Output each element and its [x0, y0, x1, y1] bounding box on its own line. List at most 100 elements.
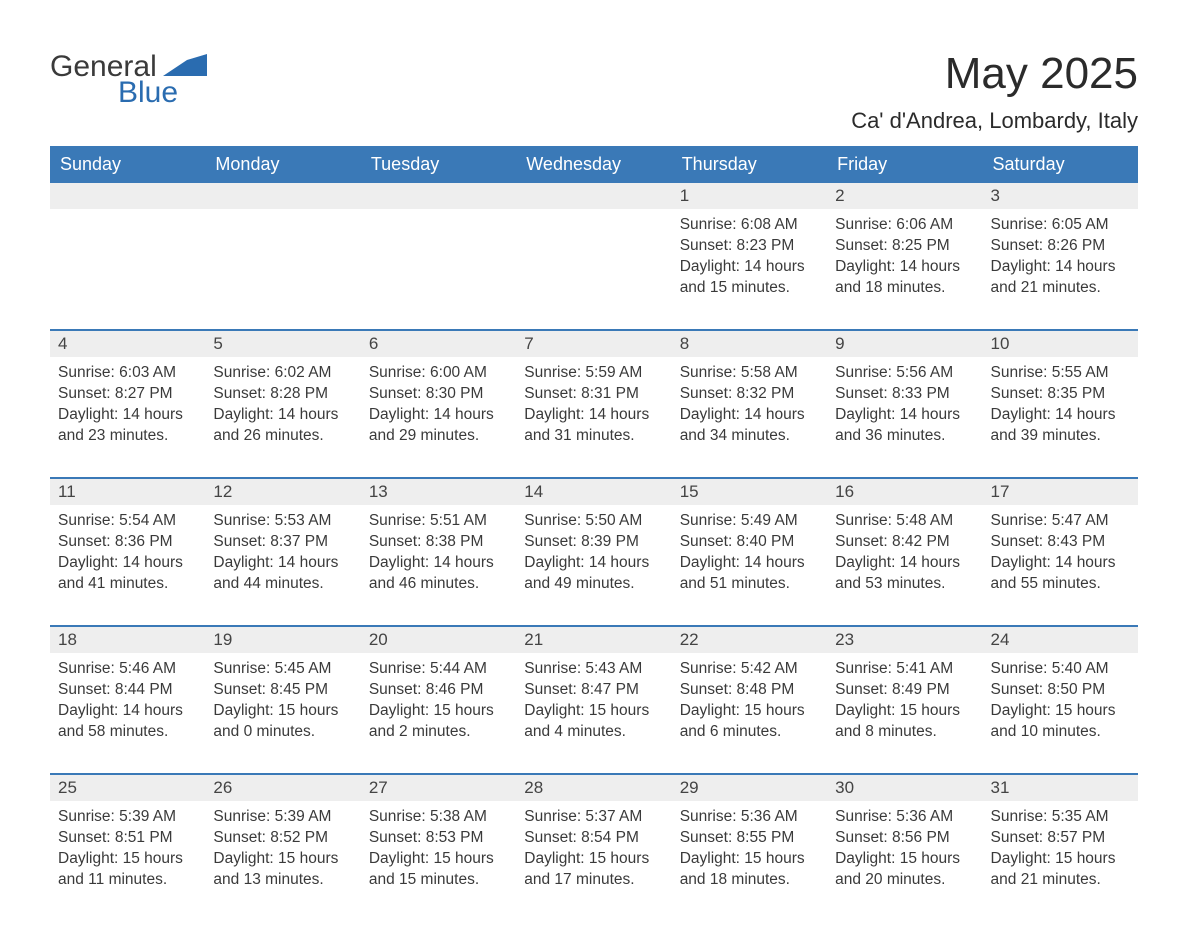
day-number-bar-empty [361, 183, 516, 209]
sunset-text: Sunset: 8:33 PM [835, 384, 974, 405]
day-content: Sunrise: 5:36 AMSunset: 8:56 PMDaylight:… [827, 801, 982, 895]
day-number: 17 [983, 479, 1138, 505]
day-cell: 31Sunrise: 5:35 AMSunset: 8:57 PMDayligh… [983, 774, 1138, 895]
daylight-text: Daylight: 15 hours and 18 minutes. [680, 849, 819, 891]
day-cell: 13Sunrise: 5:51 AMSunset: 8:38 PMDayligh… [361, 478, 516, 626]
daylight-text: Daylight: 14 hours and 18 minutes. [835, 257, 974, 299]
day-header: Sunday [50, 146, 205, 183]
day-number: 14 [516, 479, 671, 505]
calendar-page: General Blue May 2025 Ca' d'Andrea, Lomb… [0, 0, 1188, 925]
day-content: Sunrise: 5:36 AMSunset: 8:55 PMDaylight:… [672, 801, 827, 895]
sunset-text: Sunset: 8:31 PM [524, 384, 663, 405]
day-cell: 30Sunrise: 5:36 AMSunset: 8:56 PMDayligh… [827, 774, 982, 895]
day-header: Friday [827, 146, 982, 183]
sunrise-text: Sunrise: 5:40 AM [991, 659, 1130, 680]
day-number: 5 [205, 331, 360, 357]
daylight-text: Daylight: 15 hours and 13 minutes. [213, 849, 352, 891]
daylight-text: Daylight: 14 hours and 44 minutes. [213, 553, 352, 595]
title-block: May 2025 Ca' d'Andrea, Lombardy, Italy [851, 50, 1138, 134]
sunrise-text: Sunrise: 5:37 AM [524, 807, 663, 828]
day-number: 11 [50, 479, 205, 505]
day-number: 10 [983, 331, 1138, 357]
day-cell: 1Sunrise: 6:08 AMSunset: 8:23 PMDaylight… [672, 183, 827, 330]
daylight-text: Daylight: 15 hours and 6 minutes. [680, 701, 819, 743]
day-number: 16 [827, 479, 982, 505]
sunrise-text: Sunrise: 6:08 AM [680, 215, 819, 236]
daylight-text: Daylight: 15 hours and 15 minutes. [369, 849, 508, 891]
day-content: Sunrise: 5:42 AMSunset: 8:48 PMDaylight:… [672, 653, 827, 747]
day-content: Sunrise: 5:53 AMSunset: 8:37 PMDaylight:… [205, 505, 360, 599]
daylight-text: Daylight: 15 hours and 10 minutes. [991, 701, 1130, 743]
day-number: 22 [672, 627, 827, 653]
day-number: 12 [205, 479, 360, 505]
week-row: 18Sunrise: 5:46 AMSunset: 8:44 PMDayligh… [50, 626, 1138, 774]
day-number: 6 [361, 331, 516, 357]
day-content: Sunrise: 5:44 AMSunset: 8:46 PMDaylight:… [361, 653, 516, 747]
daylight-text: Daylight: 15 hours and 20 minutes. [835, 849, 974, 891]
sunset-text: Sunset: 8:35 PM [991, 384, 1130, 405]
sunset-text: Sunset: 8:45 PM [213, 680, 352, 701]
day-number: 13 [361, 479, 516, 505]
day-content: Sunrise: 5:37 AMSunset: 8:54 PMDaylight:… [516, 801, 671, 895]
day-number: 8 [672, 331, 827, 357]
day-cell: 14Sunrise: 5:50 AMSunset: 8:39 PMDayligh… [516, 478, 671, 626]
sunrise-text: Sunrise: 5:39 AM [58, 807, 197, 828]
day-number: 23 [827, 627, 982, 653]
sunrise-text: Sunrise: 5:41 AM [835, 659, 974, 680]
sunset-text: Sunset: 8:25 PM [835, 236, 974, 257]
day-cell [516, 183, 671, 330]
sunrise-text: Sunrise: 6:02 AM [213, 363, 352, 384]
sunrise-text: Sunrise: 5:36 AM [680, 807, 819, 828]
sunset-text: Sunset: 8:27 PM [58, 384, 197, 405]
day-content: Sunrise: 5:51 AMSunset: 8:38 PMDaylight:… [361, 505, 516, 599]
sunrise-text: Sunrise: 6:06 AM [835, 215, 974, 236]
day-content: Sunrise: 6:00 AMSunset: 8:30 PMDaylight:… [361, 357, 516, 451]
day-number-bar-empty [516, 183, 671, 209]
daylight-text: Daylight: 14 hours and 26 minutes. [213, 405, 352, 447]
sunrise-text: Sunrise: 5:39 AM [213, 807, 352, 828]
sunrise-text: Sunrise: 5:53 AM [213, 511, 352, 532]
sunrise-text: Sunrise: 5:56 AM [835, 363, 974, 384]
sunrise-text: Sunrise: 5:50 AM [524, 511, 663, 532]
daylight-text: Daylight: 14 hours and 51 minutes. [680, 553, 819, 595]
day-number: 20 [361, 627, 516, 653]
daylight-text: Daylight: 14 hours and 29 minutes. [369, 405, 508, 447]
day-header: Saturday [983, 146, 1138, 183]
sunset-text: Sunset: 8:49 PM [835, 680, 974, 701]
day-content: Sunrise: 5:35 AMSunset: 8:57 PMDaylight:… [983, 801, 1138, 895]
sunset-text: Sunset: 8:38 PM [369, 532, 508, 553]
daylight-text: Daylight: 14 hours and 39 minutes. [991, 405, 1130, 447]
daylight-text: Daylight: 14 hours and 15 minutes. [680, 257, 819, 299]
daylight-text: Daylight: 14 hours and 21 minutes. [991, 257, 1130, 299]
day-content: Sunrise: 5:48 AMSunset: 8:42 PMDaylight:… [827, 505, 982, 599]
day-cell [205, 183, 360, 330]
logo: General Blue [50, 50, 207, 106]
day-content: Sunrise: 5:47 AMSunset: 8:43 PMDaylight:… [983, 505, 1138, 599]
day-number: 29 [672, 775, 827, 801]
week-row: 1Sunrise: 6:08 AMSunset: 8:23 PMDaylight… [50, 183, 1138, 330]
sunrise-text: Sunrise: 6:00 AM [369, 363, 508, 384]
day-number: 30 [827, 775, 982, 801]
day-content: Sunrise: 6:05 AMSunset: 8:26 PMDaylight:… [983, 209, 1138, 303]
day-content: Sunrise: 5:54 AMSunset: 8:36 PMDaylight:… [50, 505, 205, 599]
day-cell: 11Sunrise: 5:54 AMSunset: 8:36 PMDayligh… [50, 478, 205, 626]
sunset-text: Sunset: 8:36 PM [58, 532, 197, 553]
day-content: Sunrise: 6:08 AMSunset: 8:23 PMDaylight:… [672, 209, 827, 303]
day-number: 2 [827, 183, 982, 209]
day-number: 31 [983, 775, 1138, 801]
day-header: Tuesday [361, 146, 516, 183]
sunrise-text: Sunrise: 5:59 AM [524, 363, 663, 384]
sunset-text: Sunset: 8:48 PM [680, 680, 819, 701]
day-cell: 2 Sunrise: 6:06 AMSunset: 8:25 PMDaylight… [827, 183, 982, 330]
sunset-text: Sunset: 8:37 PM [213, 532, 352, 553]
daylight-text: Daylight: 14 hours and 31 minutes. [524, 405, 663, 447]
day-cell: 22Sunrise: 5:42 AMSunset: 8:48 PMDayligh… [672, 626, 827, 774]
calendar-table: Sunday Monday Tuesday Wednesday Thursday… [50, 146, 1138, 895]
sunset-text: Sunset: 8:55 PM [680, 828, 819, 849]
day-number: 19 [205, 627, 360, 653]
day-number: 26 [205, 775, 360, 801]
day-cell: 20Sunrise: 5:44 AMSunset: 8:46 PMDayligh… [361, 626, 516, 774]
day-number-bar-empty [50, 183, 205, 209]
day-cell: 25Sunrise: 5:39 AMSunset: 8:51 PMDayligh… [50, 774, 205, 895]
sunset-text: Sunset: 8:47 PM [524, 680, 663, 701]
